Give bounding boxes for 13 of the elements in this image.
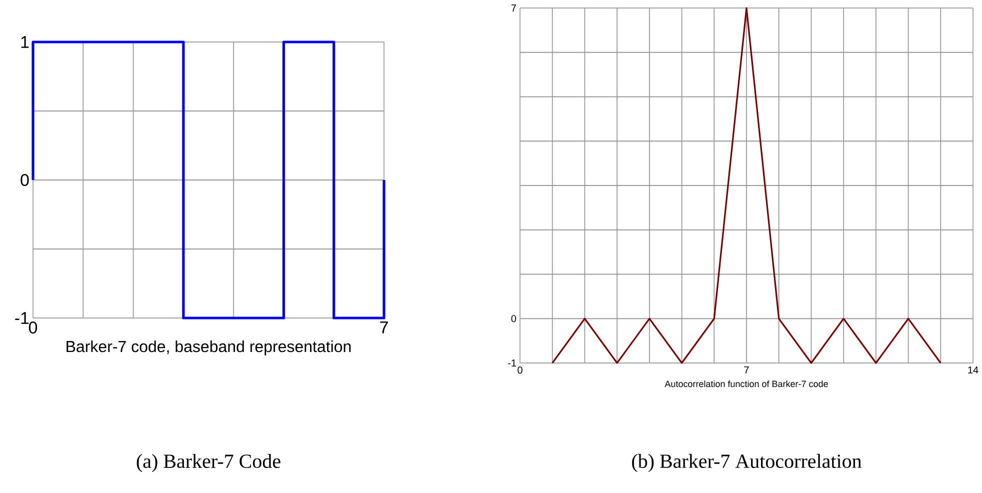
x-tick-label: 14 [968, 366, 978, 374]
x-tick-label: 0 [518, 366, 522, 374]
y-tick-label: -1 [508, 360, 516, 366]
y-tick-label: 7 [511, 4, 516, 12]
text: (b) Barker-7 Autocorrelation [632, 454, 862, 472]
y-tick-label: 0 [511, 315, 516, 322]
x-axis-title: Barker-7 code, baseband representation [66, 340, 351, 356]
text: (a) Barker-7 Code [136, 454, 280, 472]
y-tick-label: 1 [21, 36, 29, 48]
y-tick-label: 0 [20, 174, 29, 186]
y-tick-label: -1 [15, 312, 29, 324]
x-axis-title: Autocorrelation function of Barker-7 code [664, 380, 828, 388]
x-tick-label: 7 [744, 366, 749, 374]
